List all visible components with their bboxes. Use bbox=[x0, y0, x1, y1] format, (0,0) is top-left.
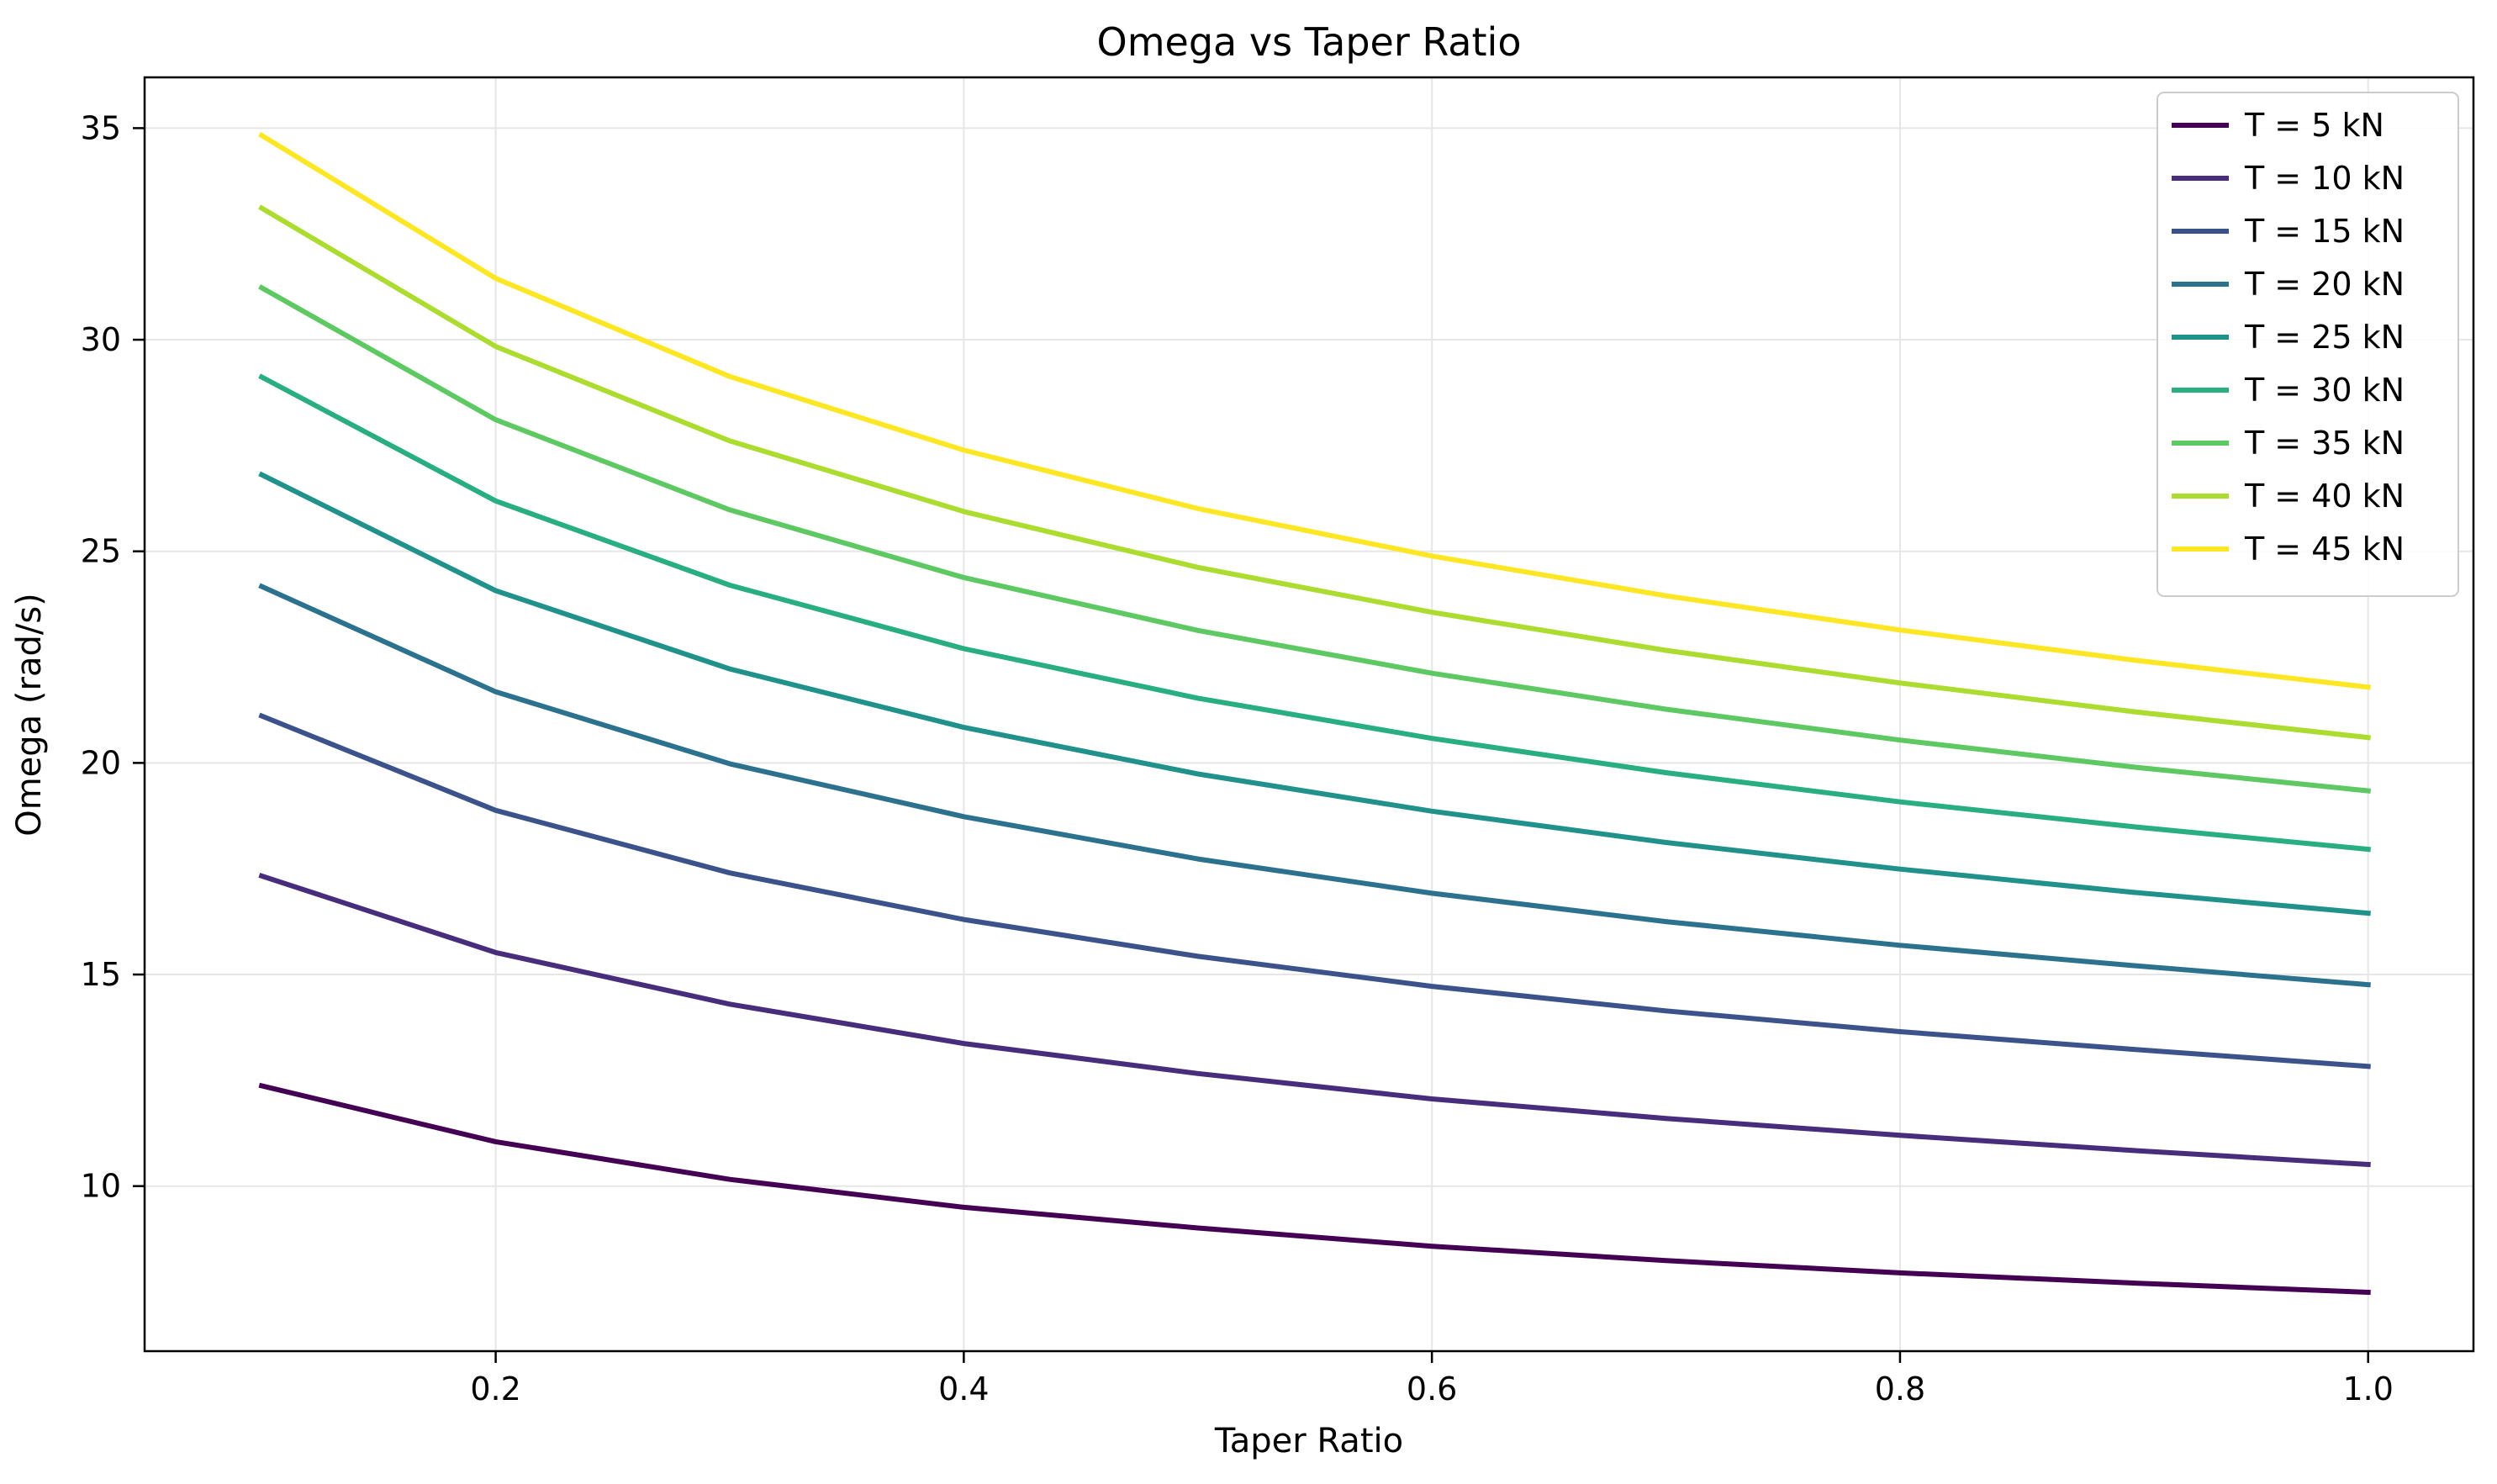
grid-layer bbox=[145, 77, 2473, 1351]
series-line-4 bbox=[258, 583, 2371, 988]
y-tick-label: 20 bbox=[81, 744, 121, 781]
legend-label: T = 15 kN bbox=[2244, 213, 2405, 250]
series-lines bbox=[258, 131, 2372, 1296]
y-tick-label: 35 bbox=[81, 109, 121, 146]
series-line-7 bbox=[258, 284, 2371, 794]
y-tick-label: 30 bbox=[81, 321, 121, 358]
series-line-1 bbox=[258, 1082, 2371, 1296]
x-tick-label: 0.2 bbox=[470, 1370, 520, 1407]
y-axis-title: Omega (rad/s) bbox=[10, 593, 49, 837]
series-line-6 bbox=[258, 373, 2371, 853]
x-tick-label: 0.6 bbox=[1407, 1370, 1457, 1407]
legend: T = 5 kN T = 10 kN T = 15 kN T = 20 kN T = 2… bbox=[2156, 92, 2459, 597]
series-line-8 bbox=[258, 204, 2372, 741]
legend-label: T = 45 kN bbox=[2244, 531, 2405, 568]
x-tick-label: 0.4 bbox=[938, 1370, 989, 1407]
legend-label: T = 20 kN bbox=[2244, 266, 2405, 303]
series-line-3 bbox=[258, 712, 2371, 1069]
chart-title: Omega vs Taper Ratio bbox=[1097, 19, 1522, 65]
ticks-layer: 0.2 0.4 0.6 0.8 1.0 10 15 20 25 30 35 bbox=[81, 109, 2394, 1407]
plot-frame bbox=[143, 76, 2475, 1353]
legend-label: T = 35 kN bbox=[2244, 425, 2405, 462]
x-tick-label: 0.8 bbox=[1875, 1370, 1925, 1407]
series-line-2 bbox=[258, 873, 2371, 1168]
legend-label: T = 30 kN bbox=[2244, 372, 2405, 409]
y-tick-label: 15 bbox=[81, 956, 121, 993]
legend-box bbox=[2156, 92, 2459, 597]
legend-label: T = 40 kN bbox=[2244, 478, 2405, 515]
x-tick-label: 1.0 bbox=[2343, 1370, 2394, 1407]
y-tick-label: 25 bbox=[81, 533, 121, 570]
series-line-9 bbox=[258, 131, 2372, 690]
x-axis-title: Taper Ratio bbox=[1214, 1422, 1403, 1460]
legend-label: T = 5 kN bbox=[2244, 107, 2384, 144]
y-tick-label: 10 bbox=[81, 1168, 121, 1205]
legend-label: T = 10 kN bbox=[2244, 160, 2405, 197]
series-line-5 bbox=[258, 471, 2371, 916]
legend-label: T = 25 kN bbox=[2244, 319, 2405, 356]
